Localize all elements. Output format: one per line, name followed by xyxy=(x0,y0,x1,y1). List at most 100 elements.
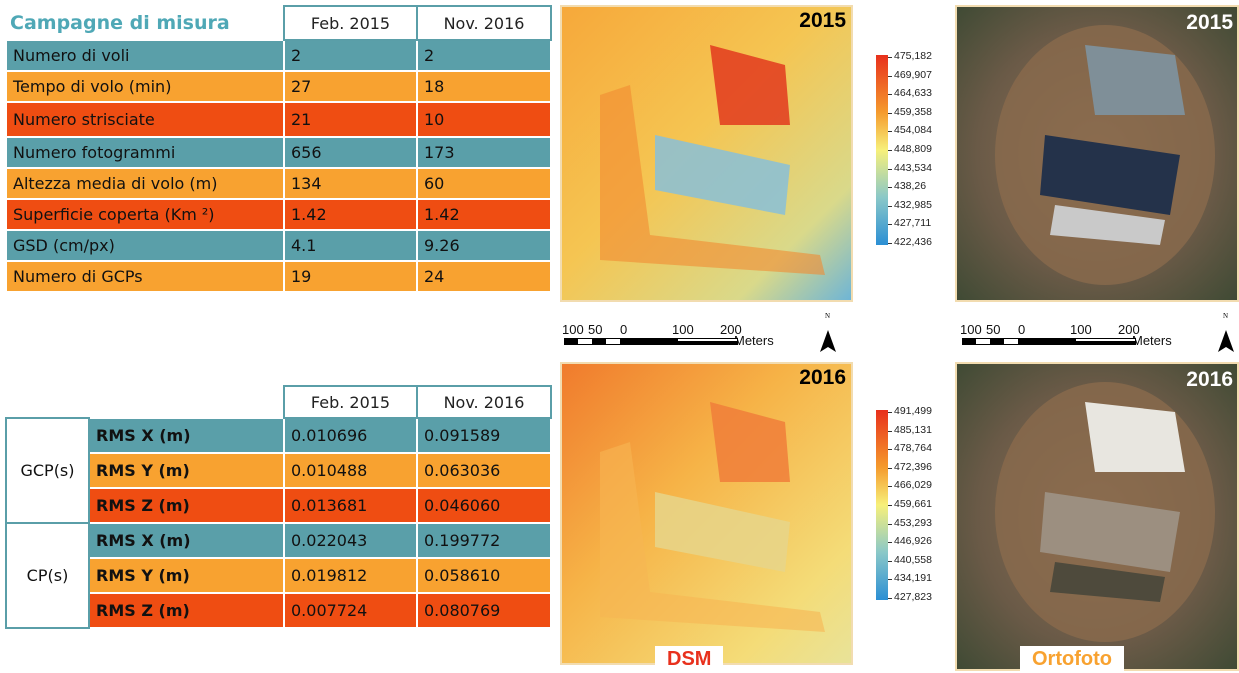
group-label: CP(s) xyxy=(6,523,89,628)
cell-value: 0.022043 xyxy=(284,523,417,558)
orthophoto: 2016 xyxy=(955,362,1239,671)
row-label: RMS X (m) xyxy=(89,523,284,558)
colorbar-tick xyxy=(888,76,892,77)
caption-ortho: Ortofoto xyxy=(1020,646,1124,673)
year-label: 2016 xyxy=(799,366,846,389)
column-header: Feb. 2015 xyxy=(284,6,417,40)
scale-segment xyxy=(592,338,606,345)
colorbar-tick xyxy=(888,449,892,450)
cell-value: 0.199772 xyxy=(417,523,551,558)
colorbar-tick xyxy=(888,131,892,132)
colorbar-tick xyxy=(888,94,892,95)
cell-value: 60 xyxy=(417,168,551,199)
colorbar-tick xyxy=(888,505,892,506)
colorbar-tick xyxy=(888,113,892,114)
row-label: RMS Z (m) xyxy=(89,593,284,628)
colorbar-label: 491,499 xyxy=(894,405,932,417)
colorbar-label: 434,191 xyxy=(894,572,932,584)
cell-value: 9.26 xyxy=(417,230,551,261)
colorbar-tick xyxy=(888,224,892,225)
scale-segment xyxy=(620,338,678,345)
colorbar-label: 459,358 xyxy=(894,106,932,118)
orthophoto: 2015 xyxy=(955,5,1239,302)
north-arrow-shape xyxy=(1218,330,1234,352)
scale-bar xyxy=(962,338,1137,346)
cell-value: 21 xyxy=(284,102,417,137)
cell-value: 0.063036 xyxy=(417,453,551,488)
year-label: 2016 xyxy=(1186,368,1233,391)
colorbar-label: 475,182 xyxy=(894,50,932,62)
row-label: Numero strisciate xyxy=(6,102,284,137)
colorbar-tick xyxy=(888,169,892,170)
cell-value: 1.42 xyxy=(417,199,551,230)
colorbar xyxy=(876,55,888,245)
cell-value: 0.010696 xyxy=(284,418,417,453)
colorbar-tick xyxy=(888,561,892,562)
cell-value: 0.010488 xyxy=(284,453,417,488)
cell-value: 134 xyxy=(284,168,417,199)
colorbar-tick xyxy=(888,431,892,432)
colorbar-tick xyxy=(888,579,892,580)
scale-unit: Meters xyxy=(734,333,774,348)
north-arrow xyxy=(1218,330,1234,354)
colorbar-tick xyxy=(888,206,892,207)
scale-label: 100 xyxy=(1070,322,1092,337)
scale-label: 100 xyxy=(562,322,584,337)
cell-value: 0.019812 xyxy=(284,558,417,593)
scale-label: 100 xyxy=(960,322,982,337)
cell-value: 0.007724 xyxy=(284,593,417,628)
colorbar-label: 469,907 xyxy=(894,69,932,81)
cell-value: 0.058610 xyxy=(417,558,551,593)
scale-segment xyxy=(990,338,1004,345)
cell-value: 19 xyxy=(284,261,417,292)
cell-value: 27 xyxy=(284,71,417,102)
colorbar-tick xyxy=(888,486,892,487)
scale-segment xyxy=(962,338,976,345)
colorbar-label: 438,26 xyxy=(894,180,926,192)
table-title: Campagne di misura xyxy=(6,6,284,40)
scale-segment xyxy=(1076,341,1136,345)
cell-value: 4.1 xyxy=(284,230,417,261)
north-label: N xyxy=(825,312,830,320)
colorbar-tick xyxy=(888,542,892,543)
colorbar-label: 422,436 xyxy=(894,236,932,248)
year-label: 2015 xyxy=(799,9,846,32)
cell-value: 1.42 xyxy=(284,199,417,230)
colorbar-label: 478,764 xyxy=(894,442,932,454)
row-label: Altezza media di volo (m) xyxy=(6,168,284,199)
row-label: RMS Z (m) xyxy=(89,488,284,523)
colorbar-label: 466,029 xyxy=(894,479,932,491)
north-arrow xyxy=(820,330,836,354)
scale-label: 100 xyxy=(672,322,694,337)
row-label: RMS Y (m) xyxy=(89,453,284,488)
colorbar-tick xyxy=(888,243,892,244)
table-row: CP(s)RMS X (m)0.0220430.199772 xyxy=(6,523,551,558)
cell-value: 173 xyxy=(417,137,551,168)
scale-unit: Meters xyxy=(1132,333,1172,348)
cell-top xyxy=(1085,402,1185,472)
group-label: GCP(s) xyxy=(6,418,89,523)
scale-label: 0 xyxy=(620,322,627,337)
row-label: Numero di voli xyxy=(6,40,284,71)
colorbar-tick xyxy=(888,187,892,188)
cell-value: 0.046060 xyxy=(417,488,551,523)
scale-label: 50 xyxy=(986,322,1000,337)
colorbar-label: 454,084 xyxy=(894,124,932,136)
scale-label: 50 xyxy=(588,322,602,337)
colorbar-label: 485,131 xyxy=(894,424,932,436)
scale-segment xyxy=(1018,338,1076,345)
colorbar-tick xyxy=(888,468,892,469)
colorbar-label: 427,711 xyxy=(894,217,931,229)
row-label: RMS Y (m) xyxy=(89,558,284,593)
